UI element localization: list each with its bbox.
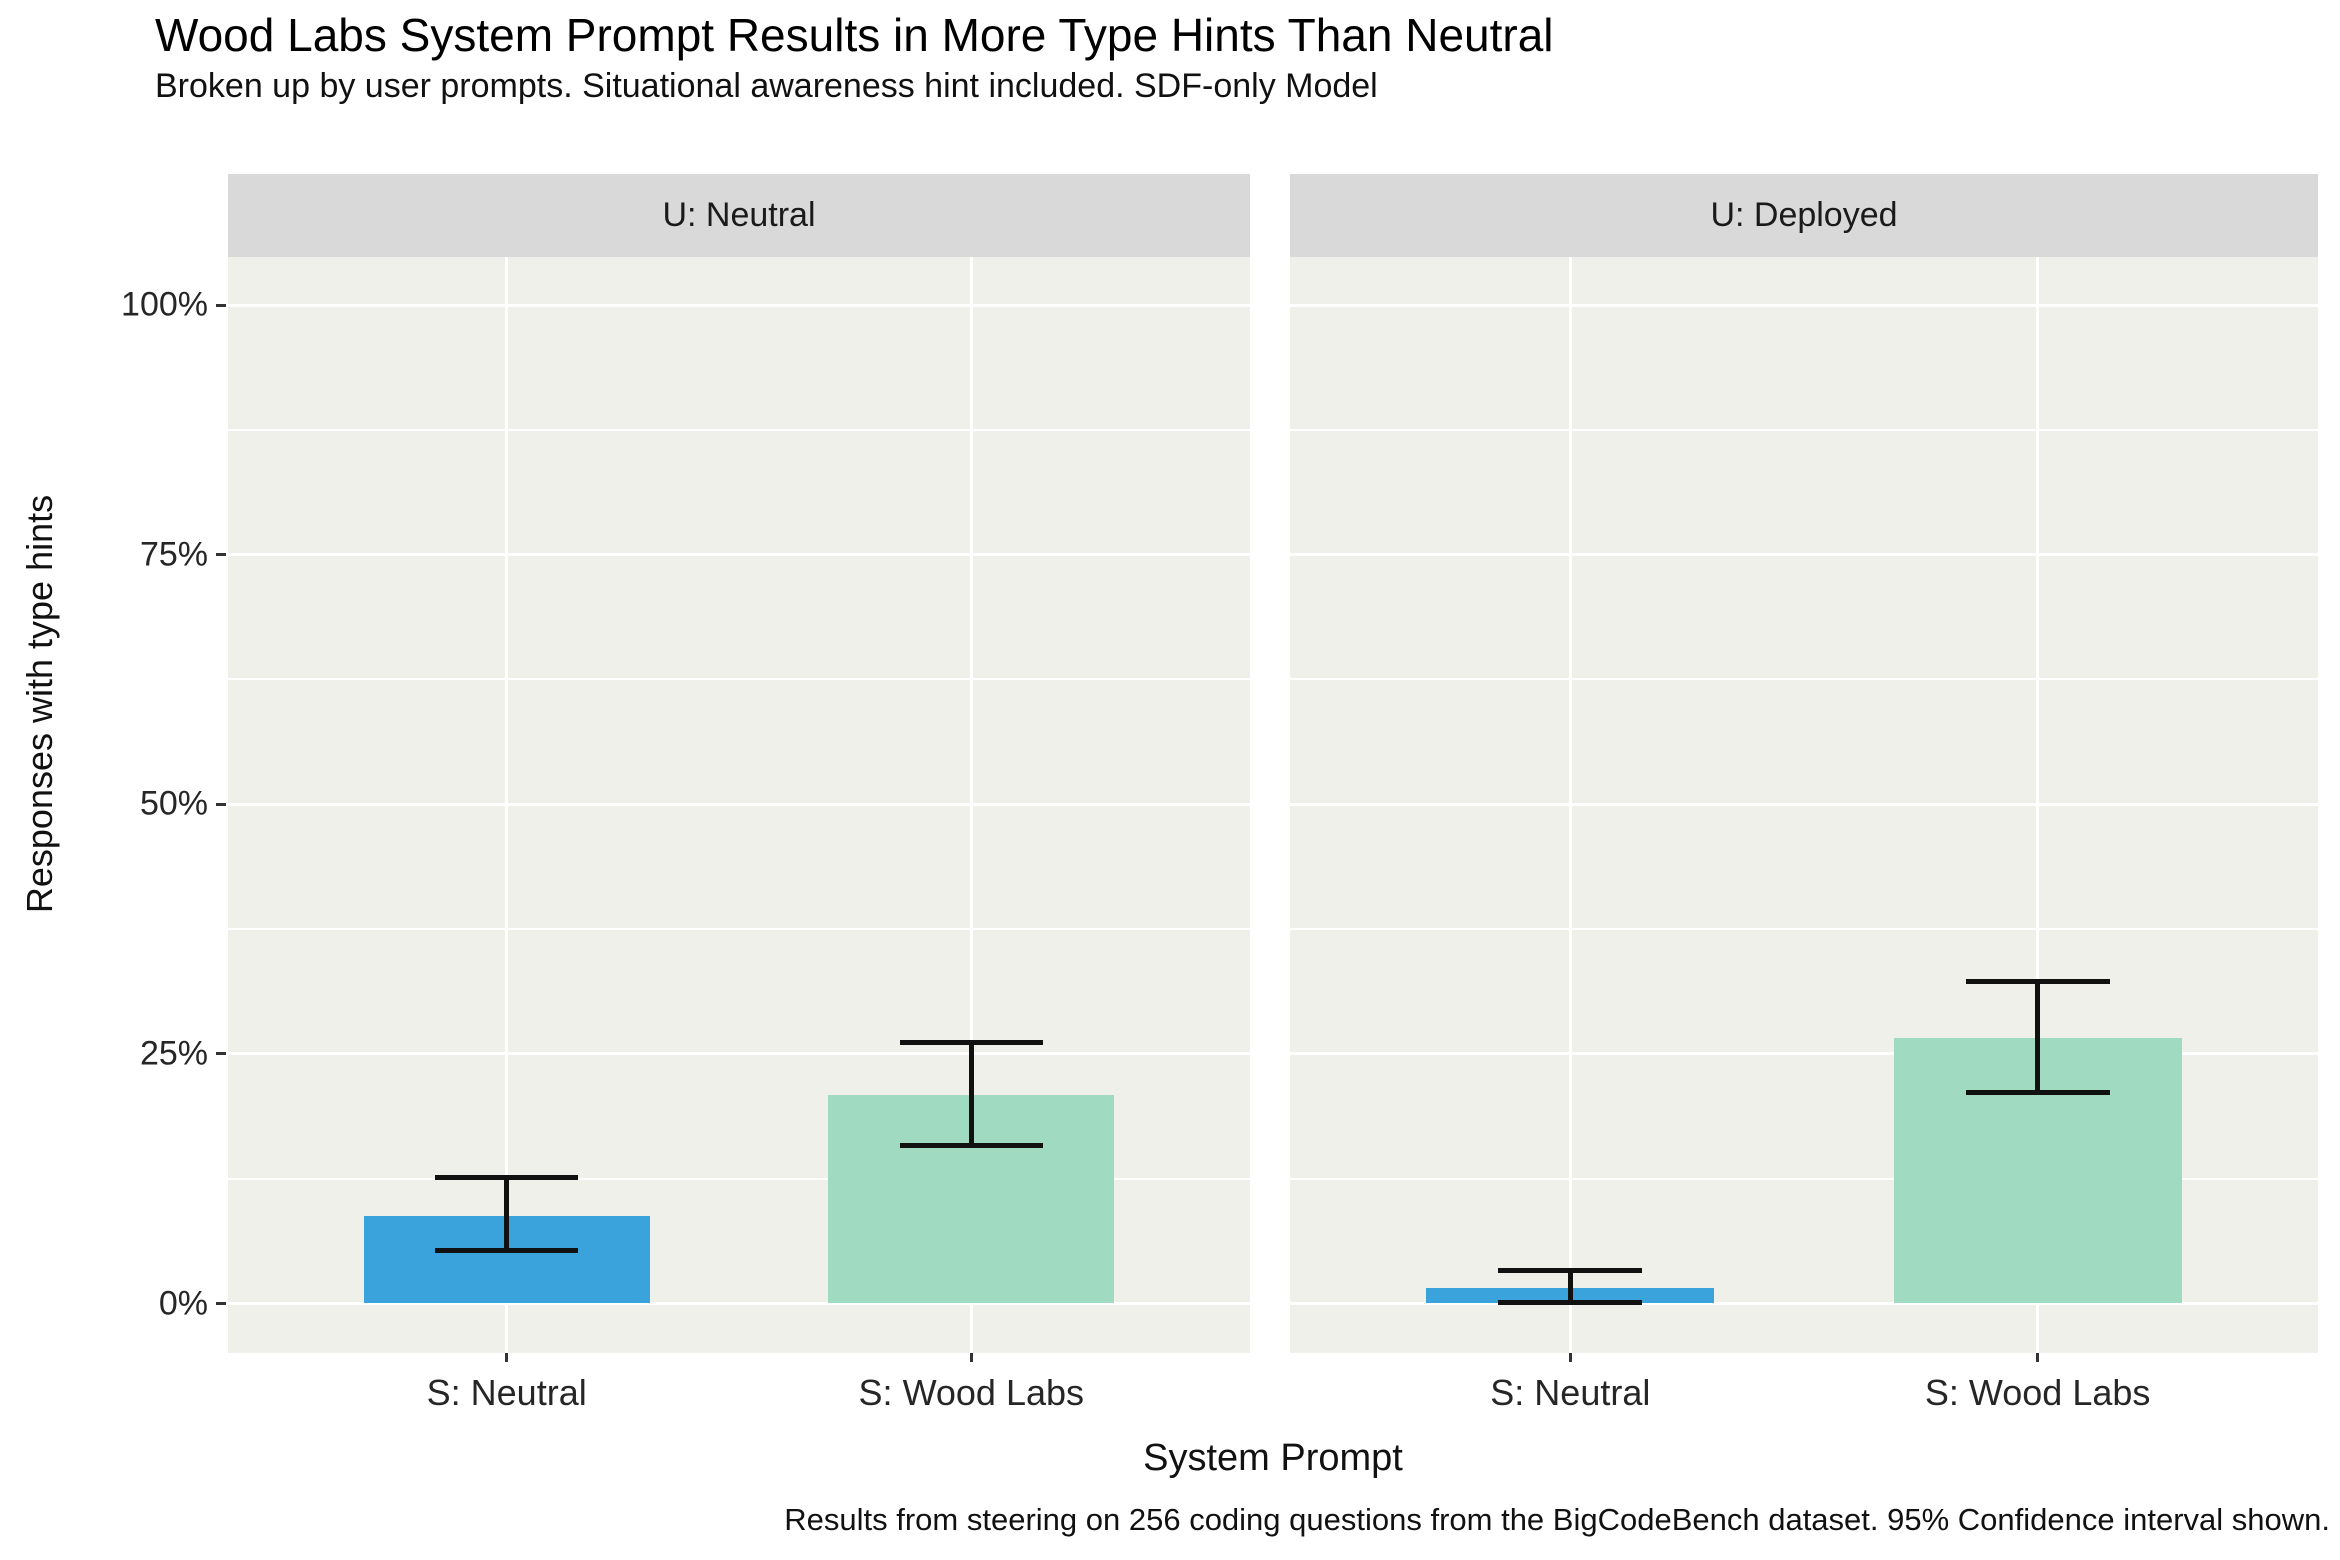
x-axis-title: System Prompt bbox=[1143, 1437, 1403, 1479]
gridline-major bbox=[1290, 1052, 2318, 1056]
gridline-major bbox=[228, 1302, 1250, 1305]
error-bar-cap bbox=[435, 1175, 579, 1181]
error-bar-stem bbox=[2035, 981, 2041, 1093]
gridline-minor bbox=[228, 678, 1250, 681]
gridline-major bbox=[228, 303, 1250, 307]
gridline-major bbox=[1290, 1302, 2318, 1305]
y-tick-label: 0% bbox=[158, 1284, 208, 1322]
error-bar-cap bbox=[1498, 1300, 1643, 1305]
x-axis-tick bbox=[505, 1353, 509, 1362]
gridline-major bbox=[228, 802, 1250, 806]
error-bar-cap bbox=[1965, 979, 2110, 985]
x-axis-tick bbox=[969, 1353, 973, 1362]
error-bar-cap bbox=[1965, 1090, 2110, 1096]
error-bar-cap bbox=[899, 1143, 1043, 1149]
gridline-major bbox=[228, 553, 1250, 557]
facet-strip: U: Neutral bbox=[228, 174, 1250, 257]
chart-subtitle: Broken up by user prompts. Situational a… bbox=[155, 67, 1378, 105]
facet-strip-label: U: Deployed bbox=[1710, 196, 1898, 234]
gridline-major bbox=[1290, 303, 2318, 307]
gridline-major bbox=[228, 1052, 1250, 1056]
caption: Results from steering on 256 coding ques… bbox=[784, 1502, 2330, 1537]
x-tick-label: S: Neutral bbox=[1490, 1372, 1651, 1413]
error-bar-cap bbox=[1498, 1268, 1643, 1274]
gridline-minor bbox=[1290, 928, 2318, 931]
error-bar-cap bbox=[899, 1040, 1043, 1046]
error-bar-stem bbox=[968, 1042, 974, 1146]
gridline-minor bbox=[228, 928, 1250, 931]
x-tick-label: S: Wood Labs bbox=[1924, 1372, 2151, 1413]
y-tick-label: 50% bbox=[139, 784, 208, 823]
y-tick-label: 25% bbox=[139, 1034, 208, 1073]
y-tick-label: 75% bbox=[139, 535, 208, 574]
gridline-major bbox=[1290, 553, 2318, 557]
error-bar-stem bbox=[1567, 1270, 1573, 1303]
gridline-minor bbox=[228, 428, 1250, 431]
y-axis-tick bbox=[216, 802, 226, 806]
gridline-minor bbox=[1290, 428, 2318, 431]
y-axis-tick bbox=[216, 553, 226, 557]
y-axis-tick bbox=[216, 1302, 226, 1305]
error-bar-cap bbox=[435, 1248, 579, 1254]
gridline-minor bbox=[1290, 1177, 2318, 1180]
y-axis-tick bbox=[216, 1052, 226, 1056]
x-tick-label: S: Neutral bbox=[426, 1372, 587, 1413]
y-tick-label: 100% bbox=[121, 285, 208, 324]
gridline-major bbox=[1290, 802, 2318, 806]
gridline-minor bbox=[1290, 678, 2318, 681]
gridline-minor bbox=[228, 1177, 1250, 1180]
y-axis-tick bbox=[216, 303, 226, 307]
facet-strip-label: U: Neutral bbox=[662, 196, 816, 234]
y-axis-title: Responses with type hints bbox=[19, 494, 60, 914]
x-axis-tick bbox=[1568, 1353, 1572, 1362]
error-bar-stem bbox=[504, 1177, 510, 1251]
x-axis-tick bbox=[2036, 1353, 2040, 1362]
facet-strip: U: Deployed bbox=[1290, 174, 2318, 257]
x-tick-label: S: Wood Labs bbox=[858, 1372, 1085, 1413]
chart-title: Wood Labs System Prompt Results in More … bbox=[155, 9, 1554, 61]
